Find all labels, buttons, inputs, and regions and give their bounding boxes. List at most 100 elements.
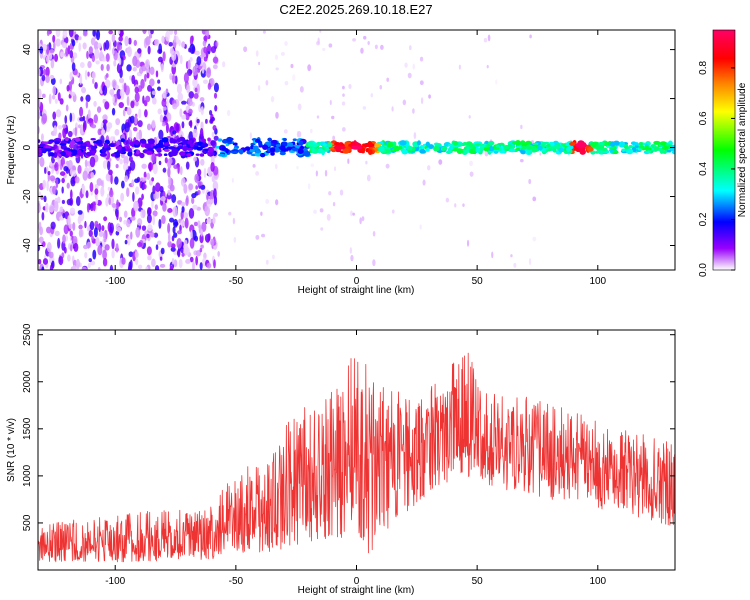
spectrogram-cell (41, 211, 45, 221)
spectrogram-cell (159, 114, 164, 123)
spectrogram-cell (167, 240, 172, 248)
spectrogram-cell (86, 141, 91, 147)
spectrogram-cell (391, 209, 395, 214)
spectrogram-cell (84, 251, 88, 259)
spectrogram-cell (55, 177, 59, 189)
spectrogram-peak (333, 145, 346, 150)
spectrogram-cell (78, 42, 82, 52)
spectrogram-cell (92, 249, 97, 260)
spectrogram-cell (139, 152, 145, 159)
x-tick-label: 100 (589, 276, 606, 287)
spectrogram-cell (169, 72, 173, 81)
spectrogram-cell (38, 68, 41, 77)
y-tick-label: 40 (22, 44, 33, 56)
spectrogram-cell (192, 128, 198, 139)
spectrogram-cell (108, 197, 111, 206)
spectrogram-cell (200, 158, 205, 166)
spectrogram-cell (173, 122, 180, 134)
spectrogram-cell (77, 149, 82, 156)
spectrogram-cell (307, 141, 314, 147)
spectrogram-cell (118, 57, 122, 66)
spectrogram-cell (90, 137, 96, 141)
spectrogram-cell (154, 265, 160, 270)
spectrogram-cell (316, 141, 321, 145)
spectrogram-cell (129, 160, 136, 171)
spectrogram-cell (81, 266, 87, 270)
spectrogram-cell (61, 186, 64, 194)
spectrogram-cell (124, 35, 129, 47)
spectrogram-cell (226, 109, 231, 117)
spectrogram-cell (110, 173, 113, 185)
snr-marks (38, 352, 675, 563)
spectrogram-cell (91, 71, 96, 79)
chart-title: C2E2.2025.269.10.18.E27 (279, 2, 432, 17)
spectrogram-cell (624, 144, 629, 148)
spectrogram-cell (169, 217, 175, 223)
spectrogram-cell (161, 137, 169, 143)
spectrogram-cell (660, 148, 665, 154)
spectrogram-cell (157, 240, 162, 246)
spectrogram-cell (226, 136, 233, 143)
spectrogram-cell (85, 100, 89, 109)
spectrogram-cell (167, 232, 171, 243)
spectrogram-cell (167, 189, 171, 196)
spectrogram-cell (267, 137, 273, 142)
spectrogram-cell (427, 165, 431, 171)
spectrogram-cell (157, 108, 162, 115)
spectrogram-cell (126, 64, 132, 72)
spectrogram-cell (72, 170, 77, 177)
spectrogram-cell (311, 143, 318, 148)
spectrogram-cell (165, 30, 170, 42)
spectrogram-cell (121, 146, 126, 153)
spectrogram-cell (146, 233, 150, 239)
spectrogram-cell (648, 147, 652, 151)
spectrogram-cell (137, 48, 142, 54)
spectrogram-cell (178, 258, 183, 269)
spectrogram-cell (232, 151, 238, 155)
spectrogram-cell (189, 57, 193, 62)
spectrogram-cell (333, 166, 337, 172)
spectrogram-cell (114, 176, 119, 185)
spectrogram-cell (147, 138, 155, 145)
spectrogram-cell (561, 143, 566, 147)
spectrogram-cell (104, 40, 110, 50)
spectrogram-cell (90, 145, 97, 151)
spectrogram-cell (188, 91, 195, 99)
spectrogram-cell (147, 255, 152, 261)
spectrogram-cell (116, 226, 122, 232)
spectrogram-cell (134, 139, 140, 146)
spectrogram-cell (204, 205, 211, 217)
spectrogram-cell (169, 265, 174, 270)
spectrogram-cell (107, 160, 111, 171)
spectrogram-cell (41, 113, 48, 124)
spectrogram-cell (207, 137, 211, 142)
spectrogram-cell (332, 135, 336, 141)
spectrogram-cell (97, 128, 102, 136)
spectrogram-cell (179, 151, 186, 156)
spectrogram-cell (179, 224, 182, 232)
spectrogram-cell (162, 51, 166, 62)
spectrogram-cell (135, 149, 140, 155)
spectrogram-cell (73, 242, 79, 252)
spectrogram-cell (163, 115, 167, 121)
spectrogram-cell (307, 183, 311, 190)
spectrogram-cell (165, 122, 169, 134)
spectrogram-cell (49, 49, 55, 54)
spectrogram-cell (149, 66, 155, 75)
spectrogram-cell (201, 143, 208, 147)
spectrogram-cell (362, 106, 367, 110)
spectrogram-cell (124, 175, 129, 182)
spectrogram-cell (71, 62, 76, 72)
spectrogram-cell (74, 126, 78, 137)
spectrogram-cell (158, 43, 163, 55)
spectrogram-cell (69, 244, 73, 252)
spectrogram-cell (144, 59, 151, 70)
spectrogram-cell (315, 170, 318, 177)
spectrogram-cell (145, 95, 151, 103)
spectrogram-cell (118, 101, 124, 109)
spectrogram-cell (155, 70, 159, 78)
spectrogram-cell (63, 224, 69, 235)
spectrogram-cell (215, 40, 219, 47)
spectrogram-cell (206, 45, 212, 52)
spectrogram-cell (621, 148, 626, 152)
